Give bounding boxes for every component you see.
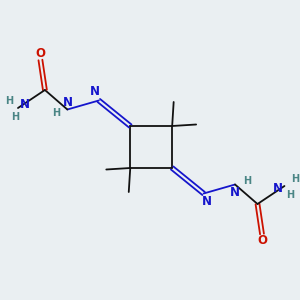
Text: H: H bbox=[291, 174, 299, 184]
Text: H: H bbox=[244, 176, 252, 187]
Text: H: H bbox=[286, 190, 294, 200]
Text: H: H bbox=[52, 107, 60, 118]
Text: N: N bbox=[273, 182, 283, 196]
Text: N: N bbox=[90, 85, 100, 98]
Text: O: O bbox=[35, 47, 45, 60]
Text: N: N bbox=[20, 98, 30, 112]
Text: H: H bbox=[11, 112, 19, 122]
Text: N: N bbox=[202, 195, 212, 208]
Text: N: N bbox=[230, 185, 239, 199]
Text: N: N bbox=[63, 95, 73, 109]
Text: O: O bbox=[257, 234, 267, 247]
Text: H: H bbox=[5, 96, 14, 106]
